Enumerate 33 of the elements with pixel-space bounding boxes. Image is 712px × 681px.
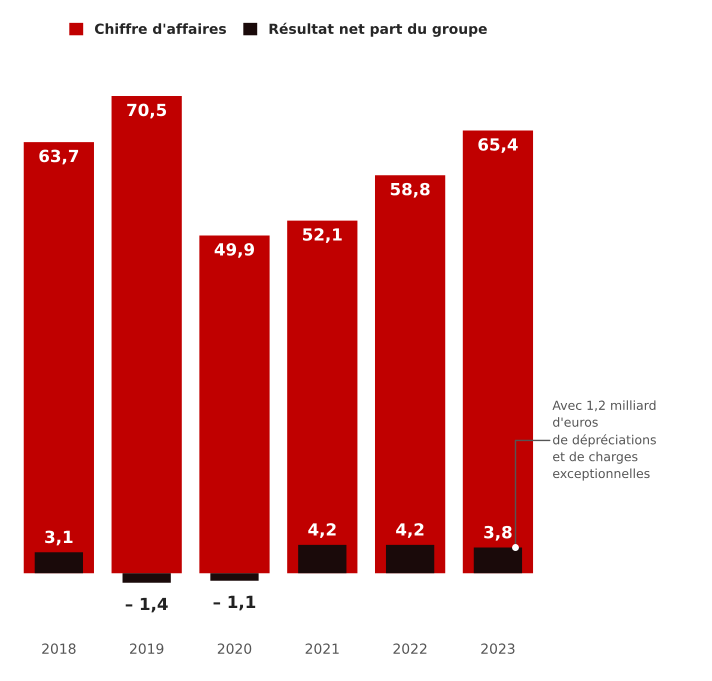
legend-label: Chiffre d'affaires [94, 23, 226, 34]
data-label: 65,4 [478, 138, 518, 153]
bar [474, 548, 522, 574]
data-label: 4,2 [396, 523, 424, 538]
legend-label: Résultat net part du groupe [270, 22, 487, 37]
data-label: 70,5 [127, 104, 166, 118]
data-label: 3,8 [484, 526, 512, 541]
data-label: – 1,4 [126, 598, 168, 612]
data-label: 58,8 [390, 182, 430, 198]
data-label: 49,9 [214, 243, 254, 258]
bar [462, 130, 534, 574]
bar [298, 544, 346, 574]
data-label: 3,1 [45, 530, 72, 546]
data-label: 4,2 [308, 523, 336, 538]
data-label: – 1,1 [214, 596, 256, 610]
x-tick-label: 2022 [393, 643, 426, 654]
bar [386, 544, 434, 574]
data-label: 52,1 [303, 228, 342, 243]
bar [34, 552, 84, 574]
bar [122, 573, 171, 583]
x-tick-label: 2023 [481, 643, 514, 654]
x-tick-label: 2018 [42, 643, 76, 654]
x-tick-label: 2020 [218, 643, 252, 654]
bar [24, 142, 94, 574]
data-label: 63,7 [39, 150, 78, 164]
bar [199, 235, 270, 574]
bar [287, 220, 358, 574]
bar [374, 175, 446, 574]
bar [210, 573, 259, 581]
bar [112, 96, 182, 574]
x-tick-label: 2021 [306, 643, 339, 654]
x-tick-label: 2019 [130, 643, 164, 654]
text: Avec 1,2 milliard d'euros de dépréciations et de charges exceptionnelles [552, 400, 656, 481]
